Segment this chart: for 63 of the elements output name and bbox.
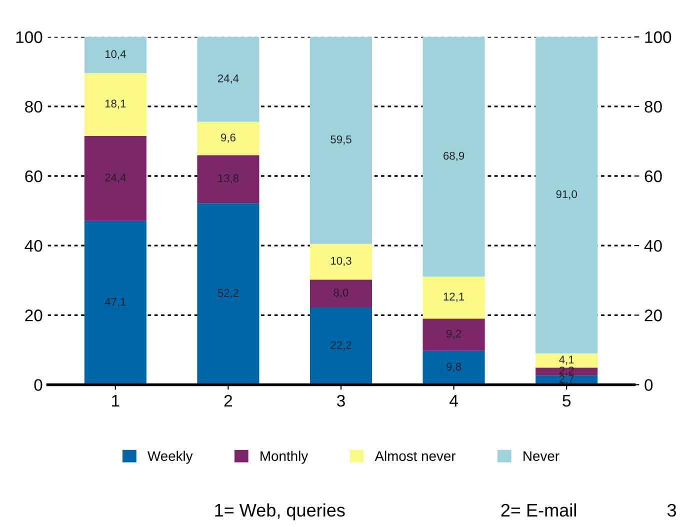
- data-label: 24,4: [218, 74, 239, 84]
- data-label: 18,1: [105, 100, 126, 109]
- data-label: 12,1: [444, 292, 464, 302]
- text: 1= Web, queries: [215, 503, 345, 520]
- data-label: 13,8: [218, 174, 239, 184]
- data-label: 59,5: [330, 135, 352, 145]
- y2-tick-label: 0: [644, 379, 653, 391]
- bar: [84, 73, 146, 136]
- y2-tick-label: 20: [644, 310, 662, 322]
- bar: [536, 368, 598, 376]
- bar: [197, 155, 260, 204]
- legend-label: Never: [524, 451, 560, 462]
- bar: [422, 36, 485, 277]
- data-label: 9,8: [446, 362, 462, 372]
- legend-label: Almost never: [374, 450, 456, 462]
- bar: [422, 318, 485, 351]
- bar: [310, 36, 372, 244]
- data-label: 2,7: [559, 375, 574, 384]
- bar: [536, 353, 598, 368]
- data-label: 10,3: [331, 256, 352, 266]
- data-label: 91,0: [556, 190, 577, 200]
- text: 3: [667, 504, 676, 517]
- data-label: 47,1: [104, 298, 126, 308]
- data-label: 10,4: [105, 50, 126, 60]
- y2-tick-label: 40: [644, 240, 662, 252]
- x-tick-label: 5: [562, 395, 571, 407]
- bar: [84, 136, 146, 221]
- bar: [310, 244, 372, 280]
- x-tick-label: 1: [112, 395, 120, 407]
- data-label: 4,1: [559, 356, 574, 365]
- data-label: 24,4: [105, 174, 126, 183]
- y2-tick-label: 60: [644, 170, 662, 182]
- bar: [310, 307, 372, 385]
- y-tick-label: 100: [16, 31, 42, 44]
- bar: [84, 220, 146, 385]
- data-label: 9,2: [446, 330, 461, 339]
- x-tick-label: 2: [224, 394, 232, 407]
- bar: [197, 122, 260, 156]
- y2-tick-label: 100: [645, 31, 672, 44]
- bar: [84, 36, 146, 74]
- bar: [536, 36, 598, 354]
- x-tick-label: 4: [450, 395, 458, 407]
- data-label: 52,2: [218, 289, 238, 298]
- text: 2= E-mail: [501, 503, 576, 517]
- y2-tick-label: 80: [644, 100, 662, 113]
- bar: [197, 203, 260, 385]
- y-tick-label: 40: [24, 240, 42, 252]
- bar: [422, 276, 485, 319]
- legend-label: Monthly: [260, 450, 308, 464]
- data-label: 9,6: [221, 134, 236, 143]
- bar: [197, 36, 260, 122]
- y-tick-label: 80: [25, 100, 42, 113]
- data-label: 8,0: [334, 288, 348, 298]
- bar: [422, 350, 485, 385]
- data-label: 22,2: [330, 341, 352, 350]
- legend-label: Weekly: [148, 450, 193, 464]
- bar: [310, 280, 372, 308]
- data-label: 68,9: [444, 152, 464, 162]
- y-tick-label: 60: [25, 170, 42, 182]
- y-tick-label: 0: [34, 379, 42, 391]
- x-tick-label: 3: [337, 394, 345, 407]
- y-tick-label: 20: [25, 310, 42, 322]
- data-label: 2,2: [559, 366, 574, 376]
